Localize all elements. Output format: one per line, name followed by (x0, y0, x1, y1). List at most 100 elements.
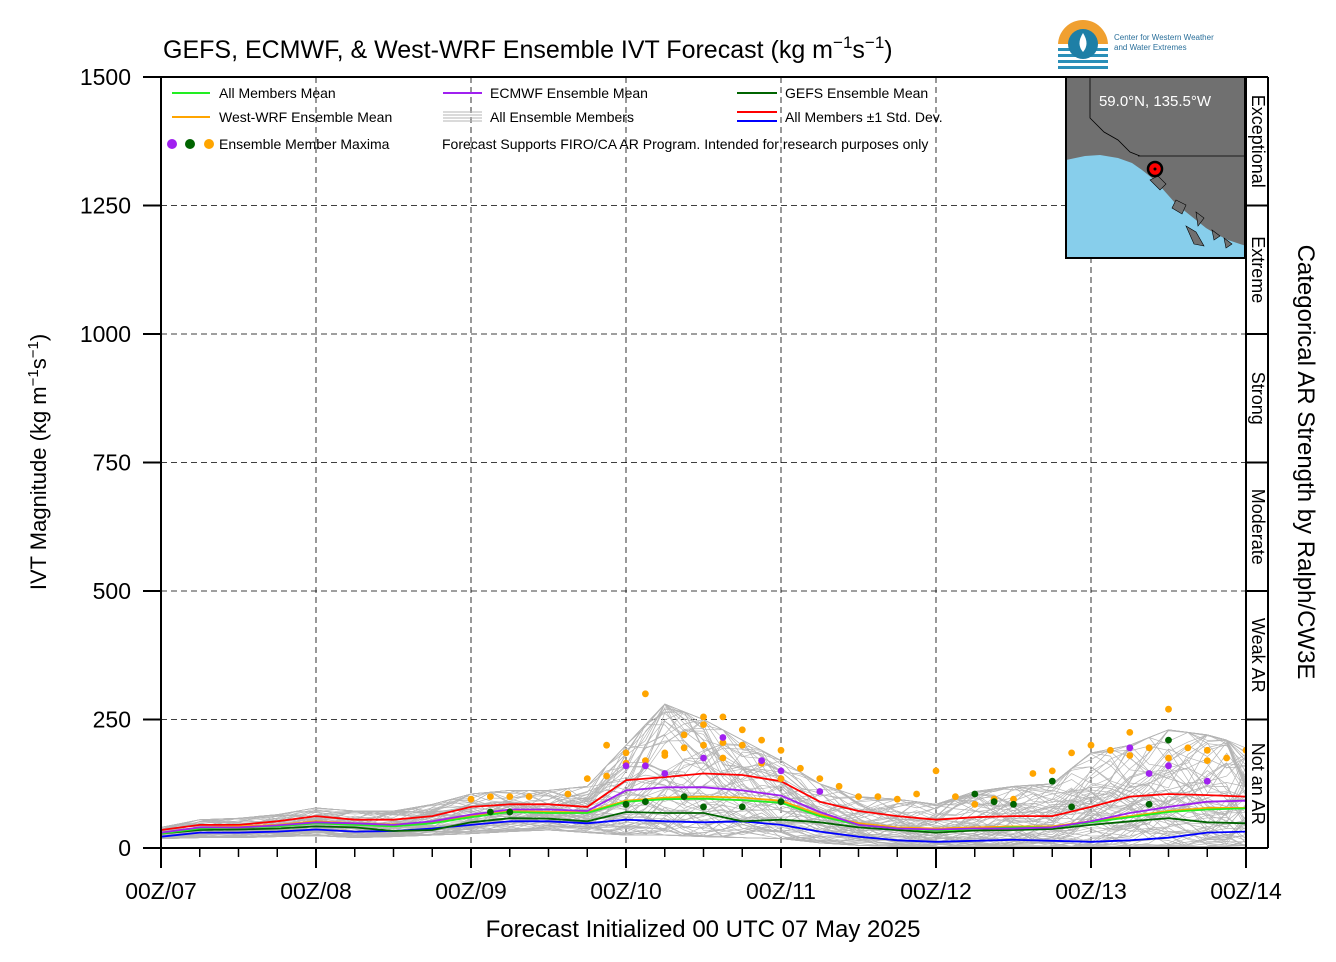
legend-swatch-all-members (443, 111, 482, 122)
maxima-point-orange-5 (642, 690, 649, 698)
maxima-point-orange-44 (680, 731, 688, 739)
maxima-point-orange-25 (1029, 770, 1037, 777)
maxima-point-purple-5 (758, 757, 765, 764)
cw3e-logo: Center for Western Weather and Water Ext… (1058, 20, 1214, 70)
maxima-point-orange-21 (952, 793, 959, 800)
ensemble-member-line-78 (161, 824, 1246, 847)
legend-label-all-members: All Ensemble Members (490, 109, 634, 125)
y-axis-label: IVT Magnitude (kg m−1s−1) (25, 334, 51, 590)
maxima-point-purple-8 (1126, 744, 1134, 752)
x-tick-label-2: 00Z/09 (435, 878, 507, 904)
maxima-point-orange-34 (1203, 746, 1211, 754)
maxima-point-orange-49 (738, 741, 746, 749)
maxima-point-purple-2 (661, 770, 669, 777)
legend-note: Forecast Supports FIRO/CA AR Program. In… (442, 136, 928, 152)
category-label-3: Strong (1248, 372, 1268, 425)
legend-dot-orange (204, 139, 214, 149)
maxima-point-green-9 (990, 798, 998, 806)
maxima-point-orange-15 (835, 782, 843, 790)
legend-label-maxima: Ensemble Member Maxima (219, 136, 390, 152)
maxima-point-orange-1 (564, 790, 572, 798)
maxima-point-orange-3 (603, 741, 610, 749)
maxima-point-orange-29 (1107, 746, 1114, 754)
grid-lines (161, 77, 1246, 848)
legend-label-gefs-mean: GEFS Ensemble Mean (785, 85, 928, 101)
x-tick-label-4: 00Z/11 (746, 878, 816, 904)
maxima-point-orange-24 (1010, 795, 1017, 803)
maxima-point-green-3 (642, 798, 649, 806)
ar-category-scale: Not an AR Weak AR Moderate Strong Extreme Exc… (1246, 76, 1269, 849)
ensemble-member-line-76 (161, 744, 1246, 834)
maxima-point-orange-8 (700, 713, 707, 721)
location-inset-map: 59.0°N, 135.5°W (1065, 76, 1246, 259)
ensemble-member-line-72 (161, 766, 1246, 843)
maxima-point-orange-14 (816, 775, 824, 782)
maxima-point-orange-20 (932, 767, 940, 775)
ensemble-member-line-21 (161, 780, 1246, 841)
category-label-0: Not an AR (1248, 743, 1268, 825)
maxima-point-purple-3 (700, 754, 707, 762)
ensemble-member-line-63 (161, 783, 1246, 837)
x-tick-label-5: 00Z/12 (900, 878, 972, 904)
maxima-point-orange-38 (487, 793, 494, 800)
maxima-point-purple-11 (1203, 777, 1211, 785)
maxima-point-green-7 (777, 798, 785, 806)
maxima-point-orange-30 (1126, 729, 1134, 736)
maxima-point-green-6 (738, 803, 746, 811)
legend-label-all-mean: All Members Mean (219, 85, 336, 101)
inset-islands (1149, 175, 1233, 249)
maxima-point-orange-52 (1126, 752, 1134, 759)
y-tick-label-5: 1250 (80, 193, 131, 219)
maxima-point-green-0 (487, 808, 494, 816)
maxima-point-orange-13 (797, 764, 804, 772)
legend: All Members Mean ECMWF Ensemble Mean GEF… (167, 85, 943, 152)
chart-title: GEFS, ECMWF, & West-WRF Ensemble IVT For… (163, 33, 893, 64)
maxima-point-green-5 (700, 803, 707, 811)
maxima-point-orange-16 (855, 793, 862, 800)
y-tick-label-1: 250 (93, 707, 131, 733)
series-line-all-members-1-std-dev (161, 772, 1246, 831)
y-tick-label-3: 750 (93, 450, 131, 476)
maxima-point-orange-39 (506, 793, 514, 800)
legend-dot-green (185, 139, 195, 149)
legend-label-ecmwf-mean: ECMWF Ensemble Mean (490, 85, 648, 101)
maxima-point-purple-1 (642, 762, 649, 770)
category-label-2: Moderate (1248, 489, 1268, 565)
maxima-point-orange-37 (467, 795, 475, 803)
maxima-point-orange-27 (1068, 749, 1075, 757)
maxima-point-orange-11 (758, 736, 765, 744)
maxima-point-purple-0 (622, 762, 630, 770)
y-tick-label-2: 500 (93, 578, 131, 604)
maxima-point-orange-35 (1223, 754, 1230, 762)
maxima-point-green-1 (506, 808, 514, 816)
category-label-4: Extreme (1248, 236, 1268, 303)
maxima-point-orange-42 (642, 757, 649, 764)
inset-location-label: 59.0°N, 135.5°W (1099, 93, 1212, 110)
maxima-point-orange-47 (719, 754, 727, 762)
legend-dot-purple (167, 139, 177, 149)
maxima-point-orange-10 (738, 726, 746, 734)
maxima-point-purple-7 (816, 788, 824, 795)
maxima-point-orange-31 (1145, 744, 1153, 752)
x-tick-label-7: 00Z/14 (1210, 878, 1282, 904)
maxima-point-green-13 (1145, 800, 1153, 808)
maxima-point-orange-19 (913, 790, 920, 798)
maxima-point-purple-9 (1145, 770, 1153, 777)
y-tick-label-4: 1000 (80, 321, 131, 347)
y-tick-label-6: 1500 (80, 64, 131, 90)
x-tick-label-1: 00Z/08 (280, 878, 352, 904)
x-axis-label: Forecast Initialized 00 UTC 07 May 2025 (486, 916, 921, 943)
logo-text-line1: Center for Western Weather (1114, 33, 1214, 42)
maxima-point-orange-46 (700, 741, 707, 749)
series-line-gefs-ensemble-mean (161, 811, 1246, 835)
maxima-point-orange-4 (622, 749, 630, 757)
y-tick-label-0: 0 (118, 835, 131, 861)
category-label-5: Exceptional (1248, 95, 1268, 188)
maxima-point-orange-17 (874, 793, 882, 800)
maxima-point-green-14 (1165, 736, 1172, 744)
maxima-point-orange-12 (777, 746, 785, 754)
ensemble-maxima-points (467, 690, 1246, 816)
maxima-point-green-12 (1068, 803, 1075, 811)
maxima-point-purple-4 (719, 734, 727, 741)
